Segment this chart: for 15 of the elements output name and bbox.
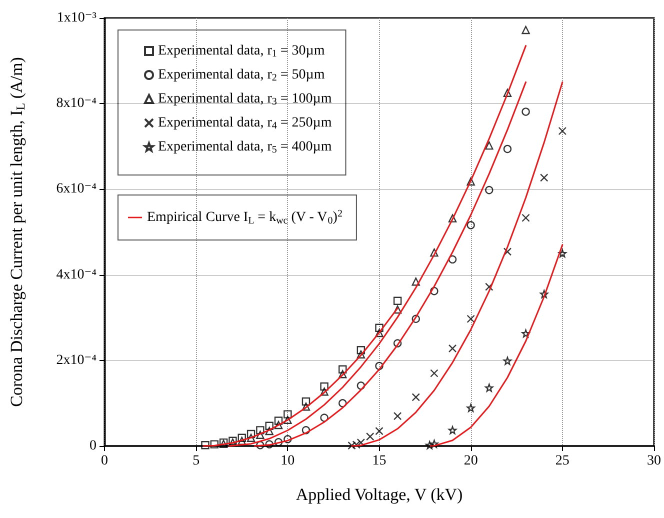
x-tick-label: 25: [555, 454, 570, 468]
x-axis-title: Applied Voltage, V (kV): [296, 485, 463, 504]
x-tick-label: 10: [280, 454, 295, 468]
x-tick-label: 15: [372, 454, 386, 468]
y-tick-label: 4x10⁻⁴: [56, 267, 97, 282]
x-tick-label: 0: [101, 454, 108, 468]
y-tick-label: 1x10⁻³: [56, 10, 96, 26]
y-tick-label: 2x10⁻⁴: [56, 352, 97, 368]
y-tick-label: 0: [90, 438, 96, 454]
x-tick-label: 30: [647, 454, 661, 468]
y-axis-title: Corona Discharge Current per unit length, IL (A/m): [7, 57, 28, 407]
y-tick-label: 6x10⁻⁴: [56, 182, 97, 197]
x-tick-label: 20: [464, 454, 478, 468]
x-tick-label: 5: [192, 454, 200, 468]
y-tick-label: 8x10⁻⁴: [56, 96, 97, 112]
